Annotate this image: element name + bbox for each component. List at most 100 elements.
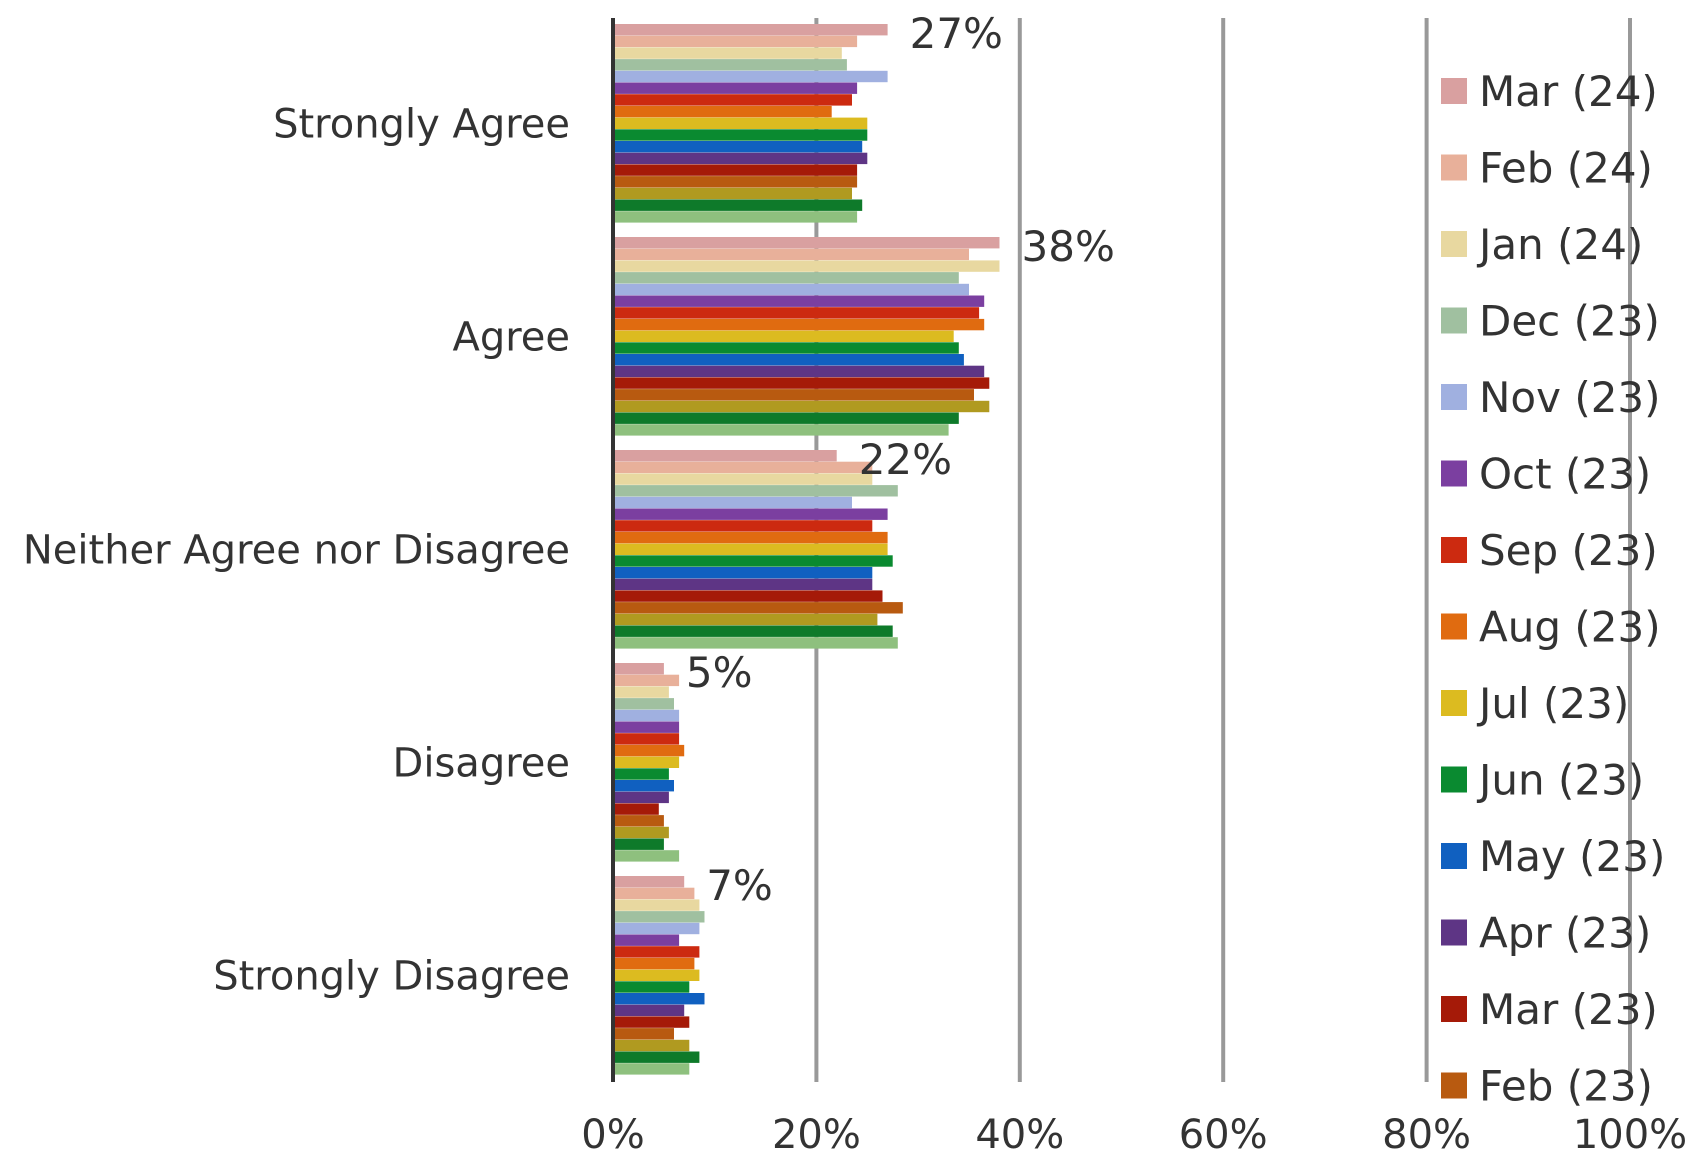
bar-neither-agree-nor-disagree-series-6 bbox=[613, 520, 873, 532]
bar-strongly-agree-series-3 bbox=[613, 59, 847, 71]
bar-strongly-agree-series-1 bbox=[613, 35, 858, 48]
category-label-strongly-agree: Strongly Agree bbox=[273, 101, 570, 147]
legend-label-feb-23: Feb (23) bbox=[1479, 1062, 1653, 1111]
legend-swatch-aug-23 bbox=[1441, 613, 1467, 640]
bar-strongly-agree-series-0 bbox=[613, 24, 888, 36]
bar-strongly-agree-series-14 bbox=[613, 187, 852, 200]
bar-agree-series-0 bbox=[613, 237, 1000, 249]
legend-label-sep-23: Sep (23) bbox=[1479, 526, 1658, 575]
bar-neither-agree-nor-disagree-series-4 bbox=[613, 496, 852, 509]
bar-strongly-agree-series-6 bbox=[613, 94, 852, 106]
bar-strongly-agree-series-8 bbox=[613, 117, 868, 129]
bar-disagree-series-11 bbox=[613, 791, 669, 804]
legend-label-apr-23: Apr (23) bbox=[1479, 909, 1651, 958]
bar-strongly-disagree-series-15 bbox=[613, 1051, 700, 1063]
bar-neither-agree-nor-disagree-series-8 bbox=[613, 543, 888, 555]
x-tick-label-100: 100% bbox=[1573, 1112, 1687, 1158]
legend-swatch-mar-24 bbox=[1441, 78, 1467, 104]
bar-strongly-agree-series-7 bbox=[613, 105, 832, 118]
bar-disagree-series-14 bbox=[613, 826, 669, 839]
x-tick-label-0: 0% bbox=[581, 1112, 644, 1158]
bar-agree-series-5 bbox=[613, 295, 985, 307]
bar-neither-agree-nor-disagree-series-15 bbox=[613, 625, 893, 637]
bar-agree-series-2 bbox=[613, 260, 1000, 272]
bar-agree-series-4 bbox=[613, 283, 969, 296]
legend-swatch-nov-23 bbox=[1441, 384, 1467, 410]
value-label-neither-agree-nor-disagree: 22% bbox=[859, 435, 952, 484]
bar-strongly-disagree-series-9 bbox=[613, 981, 690, 993]
bar-agree-series-14 bbox=[613, 400, 990, 413]
bar-disagree-series-15 bbox=[613, 838, 664, 850]
value-label-strongly-disagree: 7% bbox=[706, 861, 773, 910]
bar-agree-series-12 bbox=[613, 377, 990, 389]
legend-label-dec-23: Dec (23) bbox=[1479, 297, 1660, 346]
bar-neither-agree-nor-disagree-series-0 bbox=[613, 450, 837, 462]
bar-strongly-disagree-series-0 bbox=[613, 876, 685, 888]
bar-disagree-series-0 bbox=[613, 663, 664, 675]
legend-label-jan-24: Jan (24) bbox=[1476, 220, 1643, 269]
bar-neither-agree-nor-disagree-series-14 bbox=[613, 613, 878, 626]
bar-neither-agree-nor-disagree-series-12 bbox=[613, 590, 883, 602]
legend-swatch-jan-24 bbox=[1441, 231, 1467, 257]
bar-disagree-series-8 bbox=[613, 756, 680, 768]
legend-swatch-apr-23 bbox=[1441, 919, 1467, 946]
bar-disagree-series-4 bbox=[613, 709, 680, 722]
legend-swatch-mar-23 bbox=[1441, 996, 1467, 1022]
bar-neither-agree-nor-disagree-series-11 bbox=[613, 578, 873, 591]
legend-swatch-sep-23 bbox=[1441, 537, 1467, 563]
bar-neither-agree-nor-disagree-series-3 bbox=[613, 485, 898, 497]
bar-disagree-series-13 bbox=[613, 815, 664, 827]
bar-disagree-series-3 bbox=[613, 698, 674, 710]
category-label-neither-agree-nor-disagree: Neither Agree nor Disagree bbox=[23, 528, 570, 574]
value-label-strongly-agree: 27% bbox=[910, 9, 1003, 58]
bar-strongly-disagree-series-11 bbox=[613, 1004, 685, 1017]
category-label-agree: Agree bbox=[452, 314, 570, 360]
legend-swatch-dec-23 bbox=[1441, 307, 1467, 334]
bar-strongly-agree-series-10 bbox=[613, 141, 863, 153]
legend: Mar (24) Feb (24) Jan (24) Dec (23) Nov (23)… bbox=[1441, 67, 1665, 1111]
bar-strongly-disagree-series-7 bbox=[613, 957, 695, 970]
value-label-disagree: 5% bbox=[686, 648, 753, 697]
bar-agree-series-10 bbox=[613, 354, 964, 366]
bar-strongly-disagree-series-2 bbox=[613, 899, 700, 911]
bar-strongly-agree-series-2 bbox=[613, 47, 842, 59]
legend-swatch-may-23 bbox=[1441, 843, 1467, 869]
bar-agree-series-13 bbox=[613, 389, 974, 401]
category-label-disagree: Disagree bbox=[393, 741, 570, 787]
bar-strongly-disagree-series-10 bbox=[613, 993, 705, 1005]
bar-neither-agree-nor-disagree-series-9 bbox=[613, 555, 893, 567]
x-tick-label-60: 60% bbox=[1179, 1112, 1268, 1158]
bar-strongly-disagree-series-16 bbox=[613, 1063, 690, 1075]
legend-label-mar-24: Mar (24) bbox=[1479, 67, 1658, 116]
bar-neither-agree-nor-disagree-series-13 bbox=[613, 602, 903, 614]
category-label-strongly-disagree: Strongly Disagree bbox=[213, 954, 570, 1000]
bar-strongly-disagree-series-6 bbox=[613, 946, 700, 958]
bar-disagree-series-10 bbox=[613, 780, 674, 792]
bar-neither-agree-nor-disagree-series-10 bbox=[613, 567, 873, 579]
x-tick-label-20: 20% bbox=[772, 1112, 861, 1158]
bar-strongly-disagree-series-12 bbox=[613, 1016, 690, 1028]
bar-strongly-agree-series-11 bbox=[613, 152, 868, 165]
bar-strongly-agree-series-15 bbox=[613, 199, 863, 211]
value-labels: 27% 38% 22% 5% 7% bbox=[686, 9, 1115, 910]
x-tick-label-40: 40% bbox=[975, 1112, 1064, 1158]
bar-strongly-disagree-series-8 bbox=[613, 969, 700, 981]
legend-label-jun-23: Jun (23) bbox=[1476, 756, 1644, 805]
bar-strongly-disagree-series-13 bbox=[613, 1028, 674, 1040]
bar-neither-agree-nor-disagree-series-5 bbox=[613, 508, 888, 520]
legend-label-nov-23: Nov (23) bbox=[1479, 373, 1661, 422]
bar-disagree-series-6 bbox=[613, 733, 680, 745]
legend-swatch-jul-23 bbox=[1441, 690, 1467, 716]
legend-swatch-feb-24 bbox=[1441, 154, 1467, 181]
bar-strongly-disagree-series-14 bbox=[613, 1039, 690, 1052]
bar-strongly-agree-series-13 bbox=[613, 176, 858, 188]
legend-swatch-feb-23 bbox=[1441, 1072, 1467, 1099]
bar-disagree-series-12 bbox=[613, 803, 659, 815]
bar-disagree-series-2 bbox=[613, 686, 669, 698]
bar-agree-series-3 bbox=[613, 272, 959, 284]
legend-label-aug-23: Aug (23) bbox=[1479, 603, 1661, 652]
bar-strongly-disagree-series-5 bbox=[613, 934, 680, 946]
bar-agree-series-16 bbox=[613, 424, 949, 436]
legend-swatch-oct-23 bbox=[1441, 460, 1467, 487]
category-labels: Strongly Agree Agree Neither Agree nor Dis… bbox=[23, 101, 570, 999]
